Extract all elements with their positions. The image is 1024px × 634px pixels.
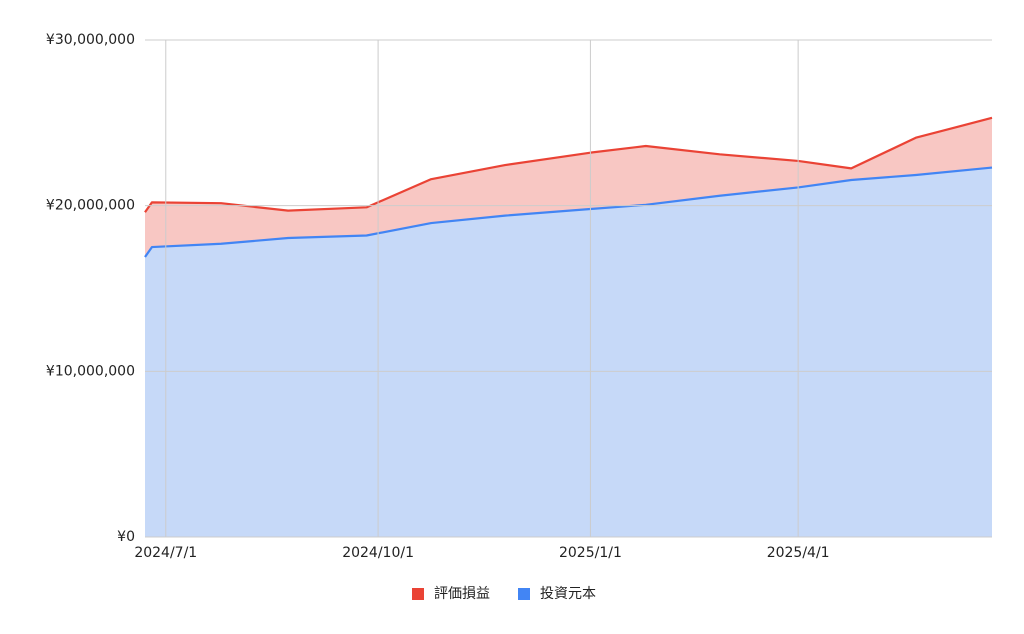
legend-swatch bbox=[412, 588, 424, 600]
legend-label: 投資元本 bbox=[540, 586, 596, 602]
y-tick-label: ¥10,000,000 bbox=[46, 363, 135, 379]
area bbox=[145, 117, 992, 258]
y-tick-label: ¥20,000,000 bbox=[46, 198, 135, 214]
legend-item: 評価損益 bbox=[412, 586, 490, 602]
y-tick-label: ¥30,000,000 bbox=[46, 32, 135, 48]
x-tick-label: 2025/4/1 bbox=[767, 545, 830, 561]
x-tick-label: 2024/10/1 bbox=[342, 545, 414, 561]
x-tick-label: 2025/1/1 bbox=[559, 545, 622, 561]
areas bbox=[145, 117, 992, 537]
x-tick-label: 2024/7/1 bbox=[134, 545, 197, 561]
legend-item: 投資元本 bbox=[518, 586, 596, 602]
legend-label: 評価損益 bbox=[434, 586, 490, 602]
legend-swatch bbox=[518, 588, 530, 600]
area bbox=[145, 167, 992, 537]
lines bbox=[144, 116, 993, 258]
y-tick-label: ¥0 bbox=[117, 529, 135, 545]
line bbox=[144, 116, 993, 213]
line bbox=[144, 166, 993, 258]
